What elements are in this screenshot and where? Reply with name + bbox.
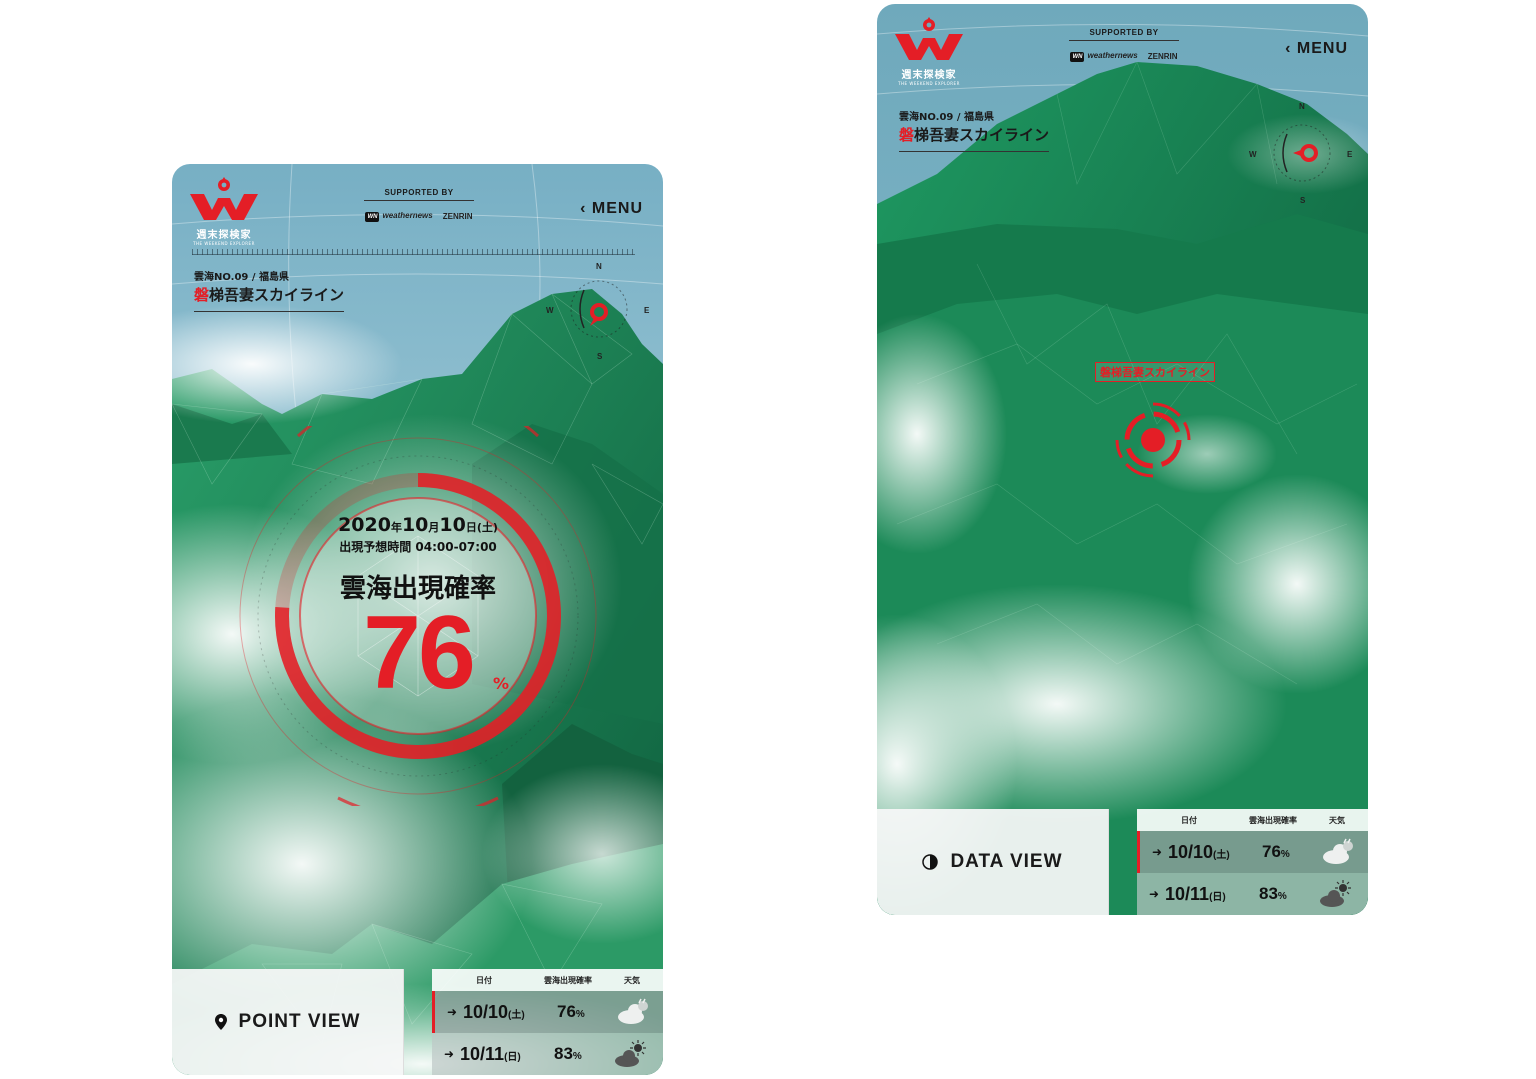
phone-screen-data-view: 週末探検家 THE WEEKEND EXPLORER SUPPORTED BY … (877, 4, 1368, 915)
probability-value: 76 (363, 595, 476, 711)
chevron-left-icon: ‹ (1285, 40, 1292, 57)
compass-north: N (596, 262, 602, 271)
weathernews-logo: WN weathernews (1070, 51, 1138, 62)
data-view-label: DATA VIEW (950, 851, 1063, 872)
cloud-sun-icon (615, 1040, 646, 1067)
brand-subtitle: THE WEEKEND EXPLORER (898, 81, 960, 86)
map-location-marker-icon[interactable] (1113, 400, 1193, 480)
forecast-row-selected[interactable]: ➜ 10/10(土) 76% (432, 991, 663, 1033)
menu-label: MENU (1296, 40, 1348, 57)
forecast-row[interactable]: ➜ 10/11(日) 83% (432, 1033, 663, 1075)
point-view-label: POINT VIEW (238, 1011, 361, 1032)
supported-by-label: SUPPORTED BY (364, 188, 474, 201)
menu-button[interactable]: ‹ MENU (580, 200, 643, 218)
brand-logo[interactable]: 週末探検家 THE WEEKEND EXPLORER (893, 16, 965, 86)
weekend-explorer-logo-icon (190, 177, 258, 220)
location-pin-icon (214, 1014, 227, 1030)
compass-east: E (644, 306, 650, 315)
row-date: 10/11(日) (460, 1043, 521, 1064)
compass-west: W (1249, 150, 1257, 159)
location-title-rest: 梯吾妻スカイライン (914, 126, 1050, 144)
probability-unit: % (493, 674, 510, 693)
row-date: 10/10(土) (463, 1001, 525, 1022)
brand-name: 週末探検家 (901, 70, 957, 81)
header-date: 日付 (1181, 816, 1197, 825)
half-circle-icon (922, 854, 939, 870)
menu-label: MENU (591, 200, 643, 217)
row-date: 10/11(日) (1165, 883, 1226, 904)
sponsor-block: SUPPORTED BY WN weathernews ZENRIN (364, 188, 474, 222)
zenrin-logo: ZENRIN (1147, 52, 1178, 61)
location-subtitle: 雲海NO.09 / 福島県 (194, 272, 289, 283)
phone-screen-point-view: 週末探検家 THE WEEKEND EXPLORER SUPPORTED BY … (172, 164, 663, 1075)
brand-subtitle: THE WEEKEND EXPLORER (193, 241, 255, 246)
forecast-table-header: 日付 雲海出現確率 天気 (432, 969, 663, 991)
weathernews-mark-icon: WN (1070, 52, 1085, 62)
header-weather: 天気 (1329, 816, 1345, 825)
location-title-first-char: 磐 (194, 286, 210, 304)
location-title: 磐梯吾妻スカイライン (194, 284, 345, 312)
row-probability: 83% (1259, 884, 1287, 903)
forecast-table: 日付 雲海出現確率 天気 ➜ 10/10(土) 76% ➜ 10/11(日) 8… (1137, 809, 1368, 915)
supported-by-label: SUPPORTED BY (1069, 28, 1179, 41)
arrow-right-icon: ➜ (1152, 845, 1163, 859)
compass-east: E (1347, 150, 1353, 159)
arrow-right-icon: ➜ (447, 1005, 458, 1019)
row-probability: 76% (1262, 842, 1290, 861)
compass-needle-icon (570, 280, 628, 338)
map-marker-label[interactable]: 磐梯吾妻スカイライン (1095, 362, 1215, 382)
weathernews-mark-icon: WN (365, 212, 380, 222)
data-view-button[interactable]: DATA VIEW (877, 809, 1109, 915)
terrain-map-scene (877, 4, 1368, 915)
arrow-right-icon: ➜ (1149, 887, 1160, 901)
weekend-explorer-logo-icon (895, 17, 963, 60)
point-view-button[interactable]: POINT VIEW (172, 969, 404, 1075)
forecast-table: 日付 雲海出現確率 天気 ➜ 10/10(土) 76% ➜ 10/11(日) 8… (432, 969, 663, 1075)
compass-south: S (597, 352, 603, 361)
row-probability: 83% (554, 1044, 582, 1063)
location-subtitle: 雲海NO.09 / 福島県 (899, 112, 994, 123)
header-weather: 天気 (624, 976, 640, 985)
arrow-right-icon: ➜ (444, 1047, 455, 1061)
compass-west: W (546, 306, 554, 315)
header-rate: 雲海出現確率 (1249, 816, 1297, 825)
gauge-ring (239, 387, 597, 819)
header-date: 日付 (476, 976, 492, 985)
compass: N E S W (546, 262, 649, 361)
compass: N E S W (1249, 102, 1352, 205)
row-date: 10/10(土) (1168, 841, 1230, 862)
cloud-rain-icon (1323, 838, 1353, 864)
forecast-date: 2020年10月10日(土) (338, 514, 498, 536)
compass-needle-icon (1273, 124, 1331, 182)
compass-south: S (1300, 196, 1306, 205)
location-title-first-char: 磐 (899, 126, 915, 144)
cloud-sea-probability-gauge: 2020年10月10日(土) 出現予想時間 04:00-07:00 雲海出現確率… (228, 387, 608, 819)
header-ruler (192, 249, 635, 255)
forecast-table-header: 日付 雲海出現確率 天気 (1137, 809, 1368, 831)
menu-button[interactable]: ‹ MENU (1285, 40, 1348, 58)
forecast-time: 出現予想時間 04:00-07:00 (339, 540, 497, 554)
cloud-rain-icon (618, 998, 648, 1024)
zenrin-logo: ZENRIN (442, 212, 473, 221)
row-probability: 76% (557, 1002, 585, 1021)
gauge-title: 雲海出現確率 (339, 574, 496, 604)
brand-name: 週末探検家 (196, 230, 252, 241)
cloud-sun-icon (1320, 880, 1351, 907)
header-rate: 雲海出現確率 (544, 976, 592, 985)
sponsor-block: SUPPORTED BY WN weathernews ZENRIN (1069, 28, 1179, 62)
weathernews-logo: WN weathernews (365, 211, 433, 222)
location-title-rest: 梯吾妻スカイライン (209, 286, 345, 304)
compass-north: N (1299, 102, 1305, 111)
brand-logo[interactable]: 週末探検家 THE WEEKEND EXPLORER (188, 176, 260, 246)
forecast-row-selected[interactable]: ➜ 10/10(土) 76% (1137, 831, 1368, 873)
location-title: 磐梯吾妻スカイライン (899, 124, 1050, 152)
forecast-row[interactable]: ➜ 10/11(日) 83% (1137, 873, 1368, 915)
chevron-left-icon: ‹ (580, 200, 587, 217)
